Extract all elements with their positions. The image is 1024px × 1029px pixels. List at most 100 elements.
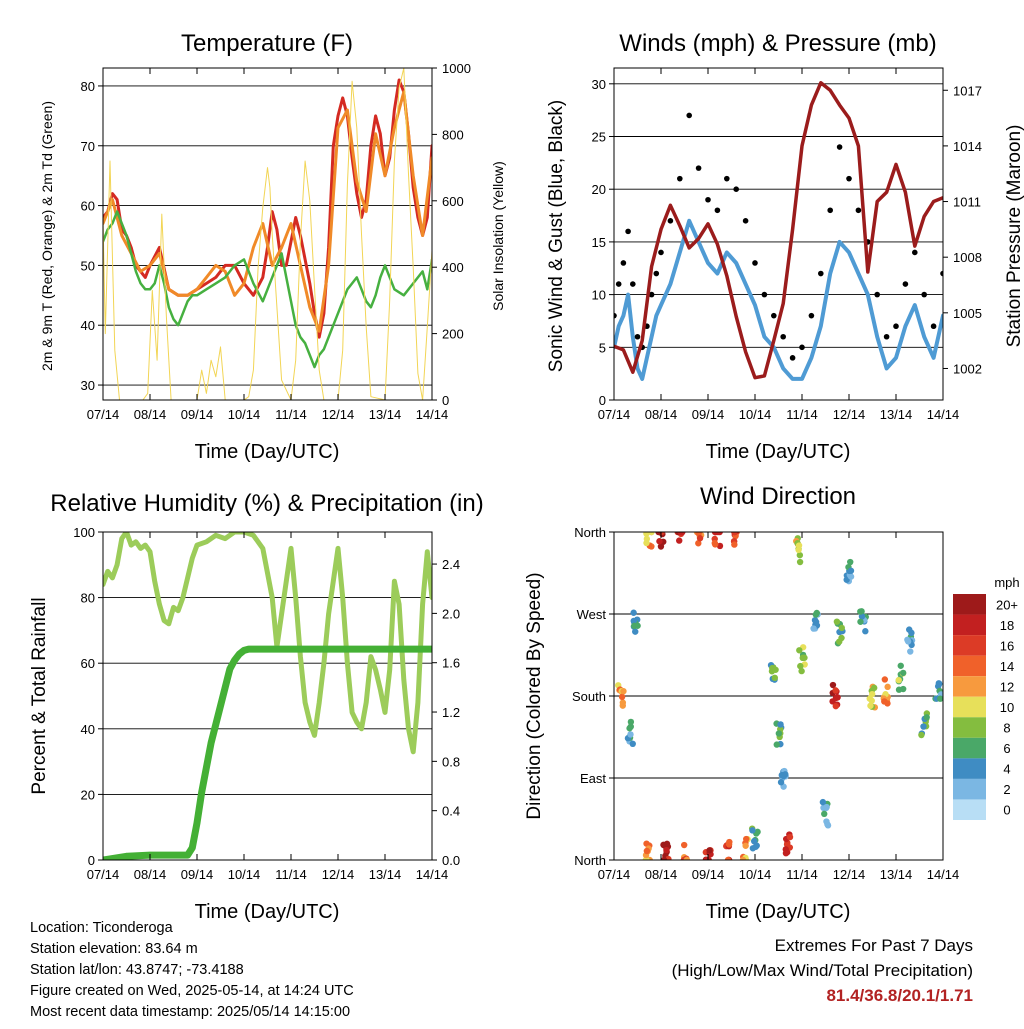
y-left-tick-label: 0	[88, 853, 95, 868]
temperature-plot-area	[103, 68, 432, 400]
direction-point	[834, 694, 841, 701]
direction-point	[772, 666, 779, 673]
direction-point	[656, 538, 663, 545]
direction-point	[895, 676, 902, 684]
y-left-tick-label: 60	[81, 199, 95, 214]
direction-point	[801, 654, 808, 661]
direction-point	[724, 856, 732, 860]
direction-point	[627, 718, 635, 726]
x-tick-label: 08/14	[134, 407, 167, 422]
y-left-tick-label: 40	[81, 318, 95, 333]
direction-point	[847, 558, 854, 566]
direction-point	[838, 634, 845, 642]
y-left-tick-label: 5	[599, 340, 606, 355]
direction-point	[648, 532, 655, 536]
x-tick-label: 11/14	[786, 407, 818, 422]
direction-point	[706, 847, 713, 854]
gust-point	[893, 323, 899, 330]
direction-point	[627, 731, 634, 738]
x-tick-label: 09/14	[692, 867, 725, 882]
gust-point	[648, 291, 655, 298]
gust-point	[761, 291, 768, 298]
direction-point	[884, 683, 891, 691]
y-right-tick-label: 1017	[953, 83, 982, 98]
y-direction-tick-label: North	[574, 525, 606, 540]
x-tick-label: 07/14	[87, 407, 120, 422]
direction-point	[899, 669, 907, 677]
winds-panel: Winds (mph) & Pressure (mb) Time (Day/UT…	[546, 30, 1024, 463]
direction-point	[797, 662, 804, 670]
temperature-ylabel-left: 2m & 9m T (Red, Orange) & 2m Td (Green)	[39, 101, 55, 371]
x-tick-label: 11/14	[786, 867, 818, 882]
colorbar-swatch	[953, 635, 986, 656]
y-direction-tick-label: South	[572, 689, 606, 704]
wind-series-line	[614, 218, 943, 381]
y-left-tick-label: 80	[81, 591, 95, 606]
precip-series-line	[103, 645, 432, 860]
gust-point	[705, 196, 711, 203]
gust-point	[667, 218, 674, 224]
gust-point	[752, 260, 758, 266]
direction-point	[618, 693, 626, 701]
direction-point	[857, 618, 864, 625]
humidity-plot-area	[103, 532, 432, 860]
direction-point	[643, 840, 650, 847]
y-left-tick-label: 50	[81, 258, 95, 273]
direction-point	[847, 573, 855, 580]
direction-point	[752, 843, 759, 850]
y-right-tick-label: 1002	[953, 361, 982, 376]
direction-point	[810, 625, 817, 632]
gust-point	[733, 186, 739, 193]
humidity-xlabel: Time (Day/UTC)	[195, 901, 340, 923]
y-left-tick-label: 100	[73, 525, 95, 540]
station-latlon: Station lat/lon: 43.8747; -73.4188	[30, 962, 244, 978]
y-direction-tick-label: North	[574, 853, 606, 868]
direction-point	[726, 838, 733, 846]
y-left-tick-label: 20	[81, 787, 95, 802]
x-tick-label: 12/14	[322, 407, 355, 422]
gust-point	[658, 249, 664, 256]
gust-point	[615, 281, 622, 287]
y-left-tick-label: 0	[599, 393, 606, 408]
direction-point	[895, 686, 903, 693]
y-left-tick-label: 15	[592, 235, 606, 250]
direction-point	[908, 629, 915, 637]
temperature-ylabel-right: Solar Insolation (Yellow)	[490, 161, 506, 311]
humidity-title: Relative Humidity (%) & Precipitation (i…	[50, 490, 483, 517]
direction-point	[907, 648, 914, 655]
extremes-heading: Extremes For Past 7 Days	[774, 936, 973, 955]
y-left-tick-label: 30	[592, 77, 606, 92]
y-left-tick-label: 20	[592, 182, 606, 197]
y-left-tick-label: 25	[592, 130, 606, 145]
y-left-tick-label: 80	[81, 79, 95, 94]
winds-ylabel-right: Station Pressure (Maroon)	[1004, 125, 1024, 348]
pressure-series-line	[614, 81, 943, 380]
direction-point	[832, 687, 839, 694]
direction-point	[695, 540, 702, 547]
winds-frame	[613, 67, 944, 401]
gust-point	[883, 333, 890, 340]
gust-point	[625, 228, 631, 235]
x-tick-label: 09/14	[181, 867, 214, 882]
solar-series-line	[103, 68, 432, 400]
colorbar-label: 8	[1003, 721, 1010, 736]
direction-point	[832, 702, 840, 710]
x-tick-label: 10/14	[739, 407, 772, 422]
direction-point	[796, 647, 803, 654]
direction-point	[696, 535, 704, 542]
direction-point	[829, 681, 837, 689]
direction-point	[923, 714, 930, 721]
y-right-tick-label: 400	[442, 260, 464, 275]
gust-point	[714, 207, 721, 214]
gust-point	[855, 207, 862, 214]
direction-point	[867, 702, 874, 709]
direction-point	[824, 822, 832, 829]
direction-point	[782, 846, 789, 853]
colorbar-label: 10	[1000, 700, 1014, 715]
direction-point	[629, 740, 636, 747]
direction-point	[936, 680, 943, 688]
gust-point	[771, 312, 777, 319]
direction-plot-area	[615, 532, 943, 860]
direction-point	[777, 721, 784, 728]
